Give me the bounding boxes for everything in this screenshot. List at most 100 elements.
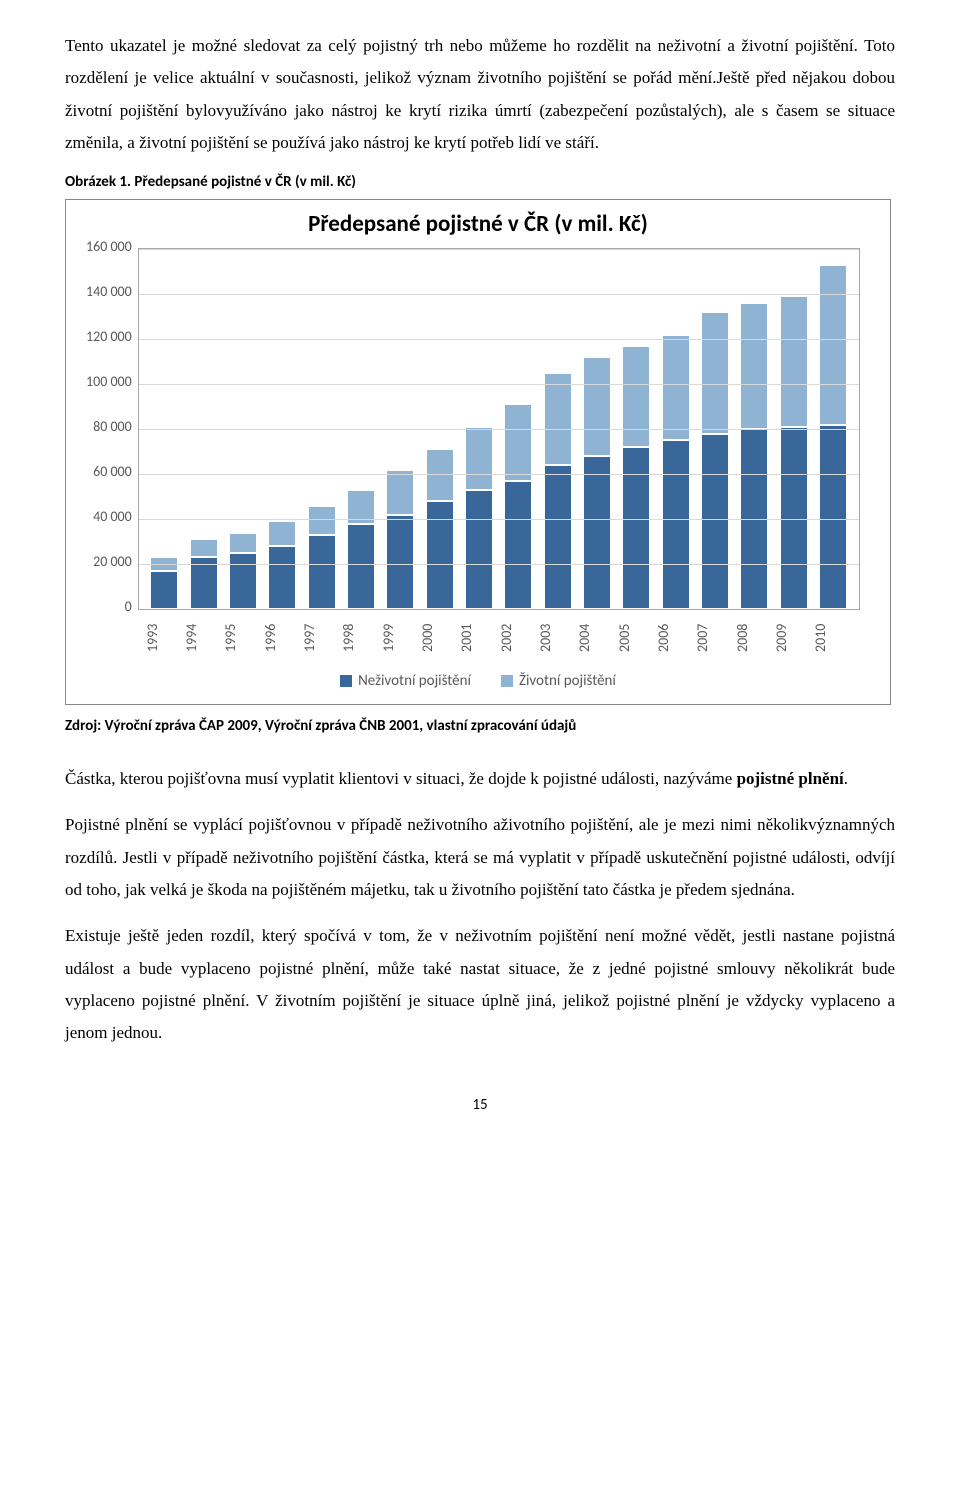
chart-x-tick: 2005	[616, 616, 655, 660]
chart-bar-segment	[347, 524, 375, 610]
chart-bar-segment	[465, 427, 493, 490]
chart-plot-area: 160 000140 000120 000100 00080 00060 000…	[66, 248, 890, 660]
chart-gridline	[139, 564, 859, 565]
chart-bar	[347, 490, 375, 609]
chart-bar-segment	[308, 535, 336, 609]
chart-bar-segment	[544, 465, 572, 609]
figure-caption: Obrázek 1. Předepsané pojistné v ČR (v m…	[65, 173, 895, 191]
chart-bar-segment	[622, 447, 650, 609]
chart-x-tick: 2010	[812, 616, 851, 660]
chart-bar-segment	[583, 357, 611, 456]
chart-legend-label: Neživotní pojištění	[358, 672, 471, 690]
chart-bar-segment	[504, 481, 532, 609]
chart-container: Předepsané pojistné v ČR (v mil. Kč) 160…	[65, 199, 891, 705]
chart-x-tick: 2002	[498, 616, 537, 660]
chart-x-tick: 2006	[655, 616, 694, 660]
chart-x-tick: 1994	[183, 616, 222, 660]
chart-gridline	[139, 339, 859, 340]
chart-bar	[150, 557, 178, 609]
chart-bar-segment	[583, 456, 611, 609]
chart-x-tick: 2003	[537, 616, 576, 660]
chart-legend-item: Životní pojištění	[501, 672, 616, 690]
chart-bar-segment	[662, 335, 690, 441]
chart-bar-segment	[662, 440, 690, 609]
chart-legend: Neživotní pojištění Životní pojištění	[66, 672, 890, 690]
chart-x-tick: 2009	[773, 616, 812, 660]
chart-x-tick: 1995	[222, 616, 261, 660]
chart-bar-slot	[145, 557, 184, 609]
chart-bar-segment	[544, 373, 572, 465]
chart-bar-segment	[622, 346, 650, 447]
paragraph-4: Existuje ještě jeden rozdíl, který spočí…	[65, 920, 895, 1049]
figure-source: Zdroj: Výroční zpráva ČAP 2009, Výroční …	[65, 717, 895, 735]
chart-bar-segment	[190, 539, 218, 557]
chart-legend-label: Životní pojištění	[519, 672, 616, 690]
chart-bar-slot	[499, 404, 538, 609]
chart-bar	[386, 470, 414, 610]
chart-bar	[504, 404, 532, 609]
chart-x-tick: 2004	[576, 616, 615, 660]
chart-bar-segment	[426, 449, 454, 501]
chart-bar-segment	[504, 404, 532, 481]
chart-bar-segment	[229, 553, 257, 609]
chart-bar-segment	[426, 501, 454, 609]
paragraph-2: Částka, kterou pojišťovna musí vyplatit …	[65, 763, 895, 795]
chart-bar-segment	[268, 546, 296, 609]
chart-x-tick: 1999	[380, 616, 419, 660]
chart-bar-slot	[459, 427, 498, 609]
chart-bar-slot	[341, 490, 380, 609]
chart-bar-slot	[656, 335, 695, 610]
paragraph-1: Tento ukazatel je možné sledovat za celý…	[65, 30, 895, 159]
chart-bar-slot	[381, 470, 420, 610]
chart-bar-segment	[150, 571, 178, 609]
chart-gridline	[139, 474, 859, 475]
chart-gridline	[139, 249, 859, 250]
chart-x-tick: 1996	[262, 616, 301, 660]
chart-bar-segment	[229, 533, 257, 553]
chart-bar-slot	[577, 357, 616, 609]
chart-bar	[308, 506, 336, 610]
chart-bar	[662, 335, 690, 610]
chart-bar-slot	[774, 296, 813, 609]
chart-bar-slot	[184, 539, 223, 609]
chart-bar-segment	[386, 470, 414, 515]
chart-bar-slot	[302, 506, 341, 610]
chart-bar-slot	[538, 373, 577, 609]
chart-bar-segment	[780, 427, 808, 609]
chart-gridline	[139, 429, 859, 430]
document-page: Tento ukazatel je možné sledovat za celý…	[0, 0, 960, 1154]
chart-bar-segment	[819, 425, 847, 610]
chart-legend-swatch	[501, 675, 513, 687]
chart-bar-segment	[780, 296, 808, 427]
chart-bar	[229, 533, 257, 610]
chart-bar	[190, 539, 218, 609]
chart-x-tick: 1998	[340, 616, 379, 660]
chart-bar	[583, 357, 611, 609]
chart-bar-segment	[701, 434, 729, 610]
chart-bar-segment	[740, 303, 768, 429]
chart-bar-segment	[386, 515, 414, 610]
paragraph-3: Pojistné plnění se vyplácí pojišťovnou v…	[65, 809, 895, 906]
chart-title: Předepsané pojistné v ČR (v mil. Kč)	[66, 210, 890, 238]
chart-y-axis: 160 000140 000120 000100 00080 00060 000…	[86, 248, 138, 608]
chart-x-axis: 1993199419951996199719981999200020012002…	[138, 610, 858, 660]
chart-bar-slot	[223, 533, 262, 610]
chart-x-tick: 2008	[734, 616, 773, 660]
chart-bar-slot	[813, 265, 852, 609]
paragraph-2-post: .	[844, 769, 848, 788]
chart-legend-item: Neživotní pojištění	[340, 672, 471, 690]
chart-bar	[780, 296, 808, 609]
chart-bar-segment	[308, 506, 336, 535]
page-number: 15	[65, 1096, 895, 1114]
chart-bar-segment	[190, 557, 218, 609]
chart-x-tick: 1993	[144, 616, 183, 660]
chart-bar	[622, 346, 650, 609]
chart-legend-swatch	[340, 675, 352, 687]
chart-bar-slot	[263, 521, 302, 609]
chart-bar	[268, 521, 296, 609]
chart-x-tick: 2001	[458, 616, 497, 660]
chart-bar	[544, 373, 572, 609]
chart-x-tick: 2007	[694, 616, 733, 660]
chart-x-tick: 1997	[301, 616, 340, 660]
chart-bar-slot	[617, 346, 656, 609]
